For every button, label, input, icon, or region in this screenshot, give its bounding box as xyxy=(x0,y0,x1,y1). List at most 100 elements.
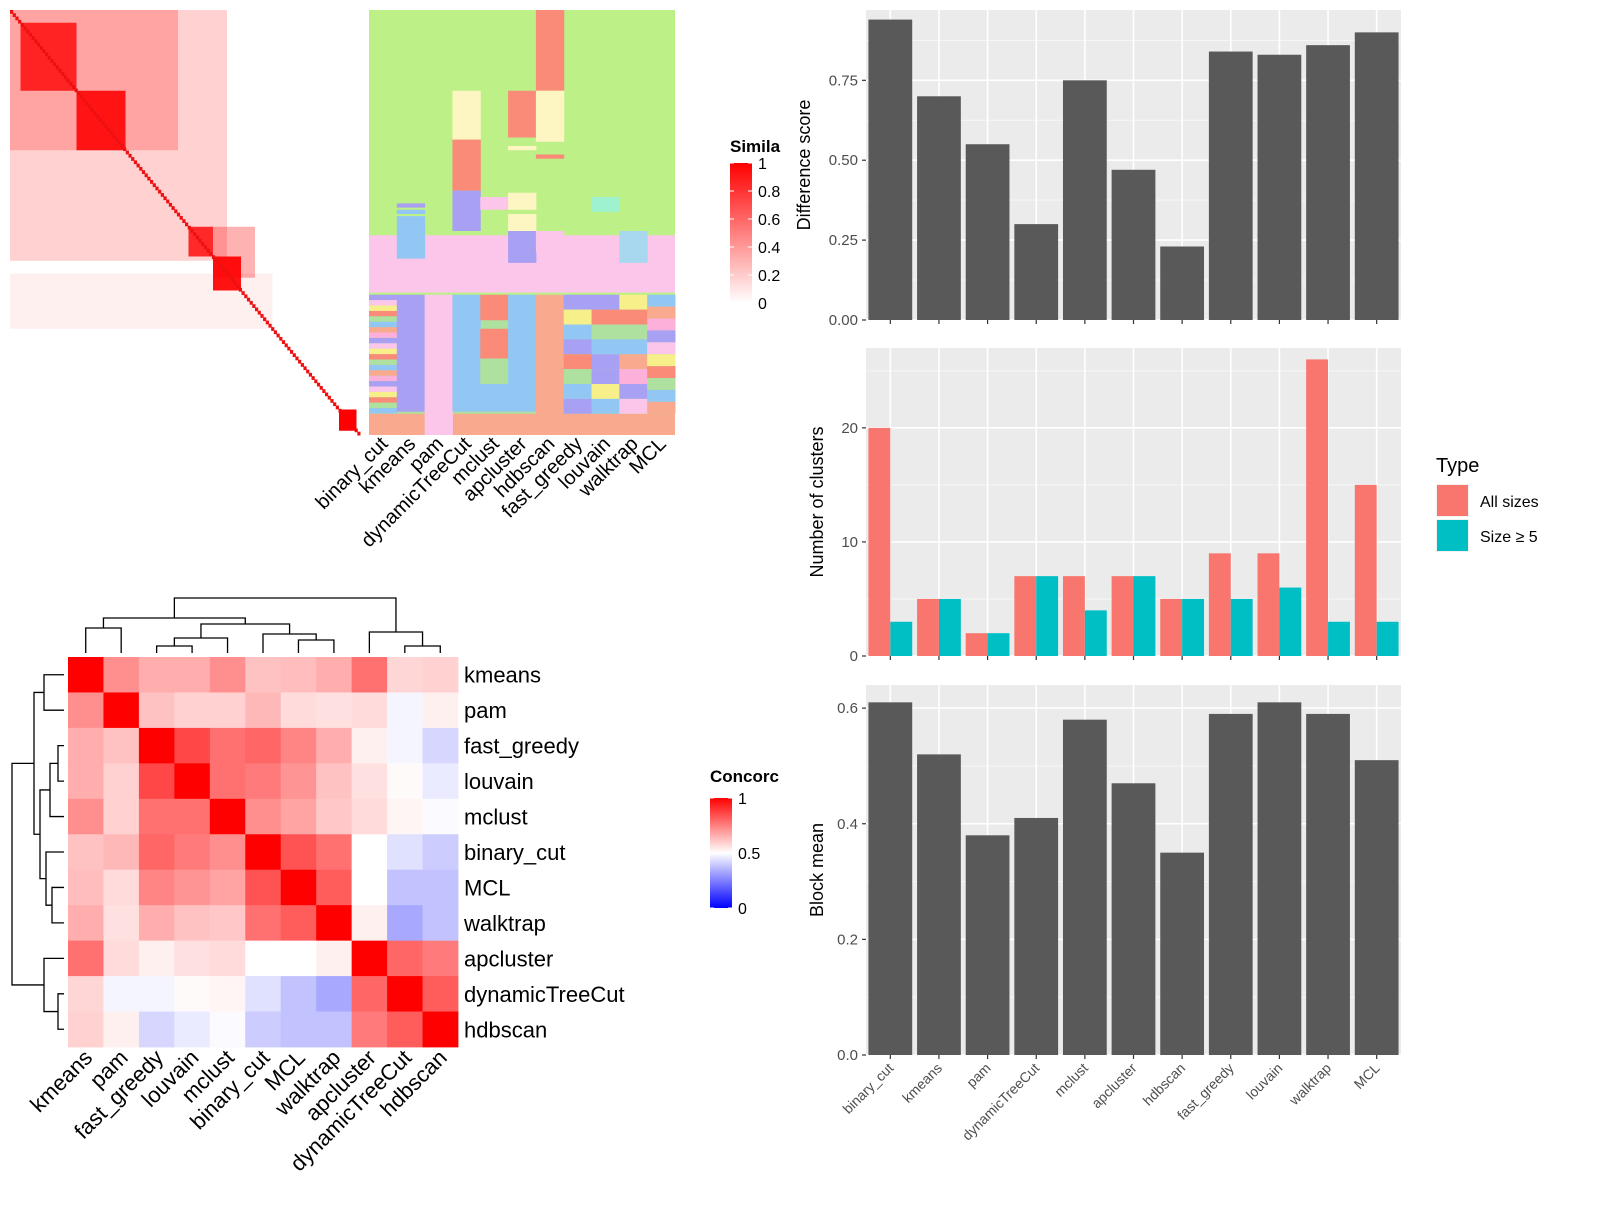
cluster-segment xyxy=(369,354,398,360)
cluster-segment xyxy=(369,294,398,301)
y-tick-label: 0.75 xyxy=(829,72,858,89)
concordance-cell xyxy=(245,905,282,942)
similarity-diagonal-cell xyxy=(77,91,81,96)
similarity-diagonal-cell xyxy=(185,222,189,227)
cluster-segment xyxy=(535,231,565,253)
x-tick-label: hdbscan xyxy=(1140,1060,1189,1109)
bar xyxy=(1160,598,1183,656)
similarity-diagonal-cell xyxy=(195,235,199,240)
concordance-cell xyxy=(174,869,211,906)
concordance-cell xyxy=(245,834,282,871)
cluster-segment xyxy=(452,139,481,191)
concordance-cell xyxy=(351,834,388,871)
similarity-diagonal-cell xyxy=(133,160,138,165)
concordance-cell xyxy=(245,727,282,764)
concordance-cell xyxy=(103,905,140,942)
cluster-segment xyxy=(369,348,398,355)
similarity-diagonal-cell xyxy=(325,392,329,397)
cluster-segment xyxy=(619,324,648,340)
concordance-cell xyxy=(68,692,104,729)
cluster-segment xyxy=(619,354,648,370)
cluster-segment xyxy=(619,294,648,310)
similarity-diagonal-cell xyxy=(190,229,194,233)
similarity-diagonal-cell xyxy=(53,62,57,67)
similarity-diagonal-cell xyxy=(74,88,78,93)
concordance-legend-title: Concorc xyxy=(710,767,779,786)
similarity-diagonal-cell xyxy=(101,121,105,125)
cluster-segment xyxy=(369,321,398,328)
concordance-legend-tick-label: 1 xyxy=(738,791,747,808)
bar xyxy=(1133,576,1156,656)
similarity-diagonal-cell xyxy=(206,248,210,253)
concordance-cell xyxy=(174,763,211,800)
x-tick-label: MCL xyxy=(1351,1060,1383,1092)
legend-key xyxy=(1437,520,1468,551)
cluster-segment xyxy=(369,386,398,392)
bar xyxy=(1230,598,1253,656)
cluster-segment xyxy=(396,216,426,259)
similarity-diagonal-cell xyxy=(12,13,16,18)
cluster-segment xyxy=(563,309,593,325)
similarity-diagonal-cell xyxy=(292,353,296,358)
concordance-cell xyxy=(103,1011,140,1048)
concordance-cell xyxy=(103,727,140,764)
bar xyxy=(1306,45,1350,321)
concordance-cell xyxy=(351,763,388,800)
similarity-diagonal-cell xyxy=(211,255,216,259)
similarity-diagonal-cell xyxy=(265,320,269,325)
similarity-diagonal-cell xyxy=(322,389,326,393)
similarity-diagonal-cell xyxy=(152,183,156,188)
similarity-region xyxy=(10,10,178,151)
similarity-diagonal-cell xyxy=(28,32,33,37)
concordance-cell xyxy=(209,657,246,693)
similarity-diagonal-cell xyxy=(10,10,14,14)
similarity-diagonal-cell xyxy=(220,265,224,269)
concordance-cell xyxy=(103,657,140,693)
concordance-cell xyxy=(351,657,388,693)
cluster-segment xyxy=(647,342,676,355)
concordance-cell xyxy=(103,692,140,729)
similarity-diagonal-cell xyxy=(311,376,315,380)
concordance-row-label: apcluster xyxy=(464,946,553,971)
similarity-diagonal-cell xyxy=(31,36,35,40)
cluster-segment xyxy=(647,294,676,307)
bar xyxy=(1014,817,1059,1055)
similarity-diagonal-cell xyxy=(319,385,323,390)
concordance-cell xyxy=(316,763,353,800)
bar xyxy=(868,427,891,656)
similarity-region xyxy=(10,10,227,261)
concordance-cell xyxy=(316,869,353,906)
similarity-diagonal-cell xyxy=(249,300,253,305)
similarity-diagonal-cell xyxy=(203,245,208,250)
y-tick-label: 0.50 xyxy=(829,152,858,169)
concordance-cell xyxy=(103,834,140,871)
cluster-segment xyxy=(508,214,537,231)
cluster-segment xyxy=(647,330,676,343)
concordance-cell xyxy=(174,657,211,693)
concordance-cell xyxy=(422,905,459,942)
concordance-cell xyxy=(422,834,459,871)
cluster-segment xyxy=(480,294,509,321)
concordance-cell xyxy=(280,1011,317,1048)
cluster-segment xyxy=(619,231,648,263)
bar xyxy=(868,19,913,321)
concordance-cell xyxy=(209,834,246,871)
y-tick-label: 0.6 xyxy=(837,700,858,717)
concordance-row-label: dynamicTreeCut xyxy=(464,982,625,1007)
bar xyxy=(1160,246,1205,320)
dendrogram-branch xyxy=(45,851,64,906)
concordance-cell xyxy=(280,834,317,871)
similarity-diagonal-cell xyxy=(179,215,183,220)
concordance-cell xyxy=(174,692,211,729)
similarity-diagonal-cell xyxy=(50,59,54,63)
concordance-cell xyxy=(280,727,317,764)
legend-key xyxy=(1437,485,1468,516)
concordance-cell xyxy=(103,798,140,835)
similarity-diagonal-cell xyxy=(187,225,191,230)
concordance-cell xyxy=(68,798,104,835)
similarity-diagonal-cell xyxy=(276,333,280,338)
